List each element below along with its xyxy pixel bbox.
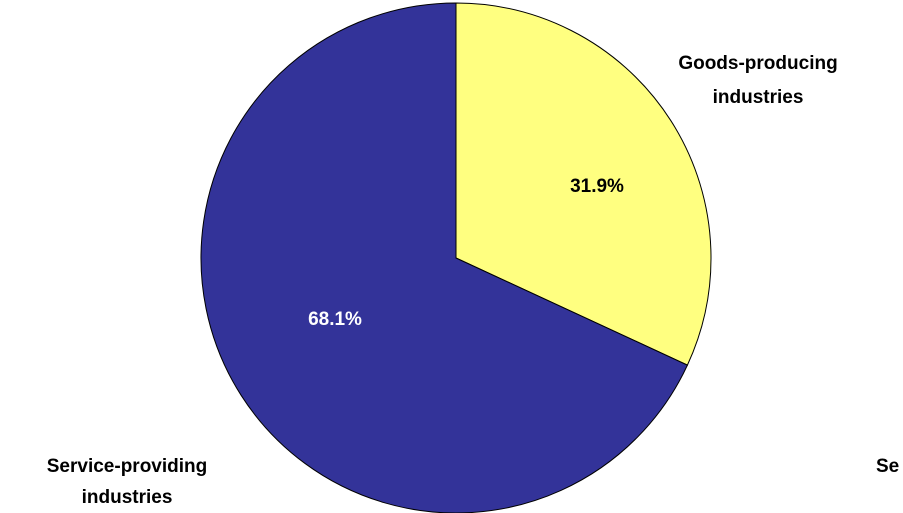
pie-slices	[200, 2, 712, 513]
pie-slice-goods	[455, 2, 712, 366]
category-label-goods-line1: Goods-producing	[678, 53, 837, 74]
category-label-service-line2: industries	[82, 487, 173, 508]
slice-value-label-goods: 31.9%	[570, 176, 624, 197]
pie-slice-service	[200, 2, 689, 513]
cropped-label-fragment: Se	[876, 456, 899, 477]
category-label-service-line1: Service-providing	[47, 456, 208, 477]
slice-value-label-service: 68.1%	[308, 309, 362, 330]
category-label-goods-line2: industries	[713, 87, 804, 108]
